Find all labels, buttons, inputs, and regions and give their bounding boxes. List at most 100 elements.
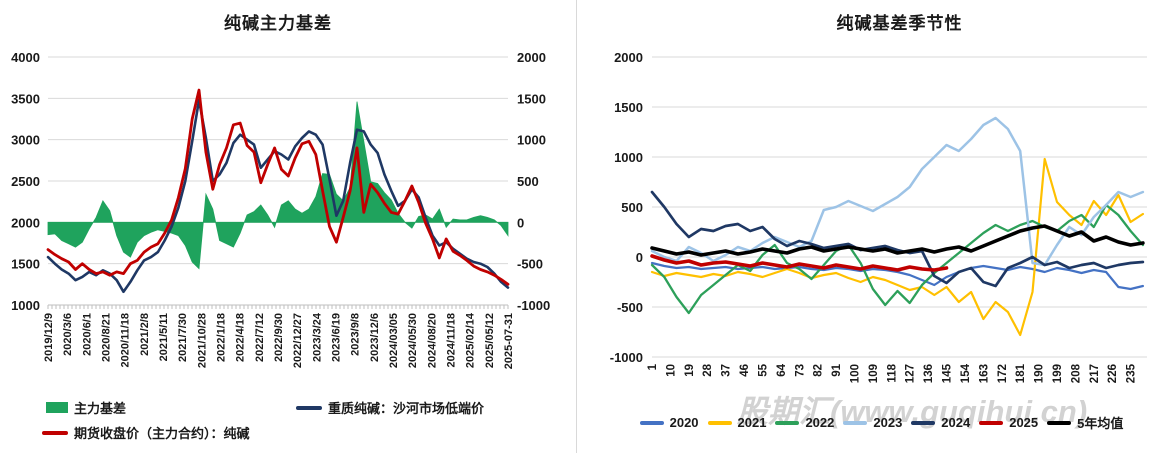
x-axis-tick-label: 2025-07-31 [503, 313, 515, 369]
chart-title-main-basis: 纯碱主力基差 [224, 14, 332, 33]
x-axis-tick-label: 2021/5/11 [158, 313, 170, 361]
x-axis-tick-label: 2022/12/27 [292, 313, 304, 368]
line-swatch-2025 [979, 420, 1004, 425]
series-line-2022 [650, 203, 1145, 315]
series-line-5年均值 [650, 224, 1145, 257]
x-axis-tick-label: 2020/3/6 [62, 313, 74, 356]
x-axis-tick-label: 190 [1034, 364, 1046, 383]
x-axis-tick-label: 2024/05/30 [407, 313, 419, 368]
x-axis-tick-label: 82 [813, 364, 825, 377]
x-axis-tick-label: 2023/3/24 [311, 312, 323, 362]
y-axis-tick-label: 1000 [517, 133, 546, 148]
series-line-2021 [650, 157, 1145, 337]
legend-label-basis: 主力基差 [74, 401, 127, 416]
x-axis-tick-label: 226 [1107, 364, 1119, 383]
x-axis-tick-label: 64 [776, 363, 788, 376]
x-axis-tick-label: 55 [757, 363, 769, 376]
gridlines [48, 56, 508, 306]
x-axis-tick-label: 136 [923, 364, 935, 383]
legend-item-2021: 2021 [707, 415, 767, 430]
line-swatch-2020 [639, 420, 664, 425]
legend-item-2023: 2023 [843, 415, 902, 430]
y-axis-tick-label: 4000 [11, 50, 40, 65]
legend-item-futures: 期货收盘价（主力合约）：纯碱 [42, 423, 250, 442]
x-axis-tick-label: 2021/2/8 [139, 313, 151, 356]
y-axis-tick-label: 1000 [11, 298, 40, 313]
y-axis-tick-label: 500 [517, 174, 539, 189]
x-axis-tick-label: 2022/1/18 [216, 313, 228, 362]
x-axis-tick-label: 2025/05/12 [484, 313, 496, 368]
x-axis-tick-label: 19 [684, 364, 696, 377]
futures-line-swatch [42, 430, 68, 435]
series-line-2025 [650, 254, 949, 272]
line-swatch-2022 [775, 420, 800, 425]
y-axis-tick-label: 2000 [517, 50, 546, 65]
chart-title-seasonality: 纯碱基差季节性 [836, 14, 963, 33]
y-axis-tick-label: 0 [636, 250, 643, 265]
main-basis-chart: 4000 3500 3000 2500 2000 1500 1000 2000 1500 1000… [11, 50, 550, 369]
y-axis-tick-label: -1000 [517, 298, 550, 313]
x-axis-tick-label: 2025/02/14 [465, 312, 477, 368]
series-line-2023 [650, 116, 1145, 267]
x-axis-tick-label: 181 [1015, 363, 1027, 383]
legend-item-spot: 重质纯碱：沙河市场低端价 [296, 398, 484, 417]
y-axis-tick-label: 3000 [11, 133, 40, 148]
legend-label-2021: 2021 [737, 415, 767, 430]
x-axis-tick-label: 2023/12/6 [369, 313, 381, 362]
x-axis-tick-label: 2022/7/12 [254, 313, 266, 362]
line-swatch-5yr-average [1047, 420, 1072, 425]
y-axis-tick-label: 2000 [614, 50, 643, 65]
basis-area [47, 101, 509, 270]
chart-panel-main-basis: 纯碱主力基差 4000 3500 3000 2500 2000 1500 1000 2000 1… [0, 0, 576, 453]
legend-item-2020: 2020 [639, 415, 699, 430]
x-axis-tick-label: 2023/6/19 [331, 313, 343, 362]
gridlines [652, 56, 1147, 358]
panel-divider [576, 0, 577, 453]
y-axis-tick-label: -500 [617, 300, 643, 315]
x-axis-tick-label: 2022/4/18 [235, 313, 247, 362]
chart-panel-seasonality: 纯碱基差季节性 2000 1500 1000 500 0 -500 -1000 1 10 19 28… [577, 0, 1158, 453]
x-axis-tick-label: 154 [960, 363, 972, 383]
seasonality-chart: 2000 1500 1000 500 0 -500 -1000 1 10 19 28 37 46 55 64… [610, 50, 1147, 383]
x-axis-tick-label: 1 [647, 363, 659, 370]
basis-bar-swatch [46, 402, 68, 413]
legend-label-2025: 2025 [1009, 415, 1039, 430]
x-axis-tick-label: 208 [1070, 363, 1082, 383]
line-swatch-2023 [843, 420, 868, 425]
line-swatch-2024 [911, 420, 936, 425]
x-axis-tick-label: 2021/7/30 [177, 313, 189, 362]
x-axis-tick-label: 235 [1126, 363, 1138, 383]
x-axis-tick-label: 199 [1052, 364, 1064, 383]
x-axis-tick-label: 109 [868, 364, 880, 383]
x-axis-tick-label: 46 [739, 364, 751, 377]
x-axis-tick-label: 2020/8/21 [101, 313, 113, 362]
x-axis-tick-label: 91 [831, 363, 843, 376]
y-axis-tick-label: -500 [517, 257, 543, 272]
x-axis-labels: 1 10 19 28 37 46 55 64 73 82 91 100 109 118 127 136 145 1… [647, 363, 1138, 383]
legend-item-2024: 2024 [911, 415, 970, 430]
x-axis-tick-label: 127 [905, 364, 917, 383]
legend-seasonality: 2020 2021 2022 2023 2024 2025 [607, 413, 1156, 432]
spot-line [46, 98, 510, 294]
legend-label-2022: 2022 [805, 415, 835, 430]
y-axis-left-labels: 4000 3500 3000 2500 2000 1500 1000 [11, 50, 40, 313]
y-axis-tick-label: 1500 [11, 257, 40, 272]
x-axis-tick-label: 2020/11/18 [120, 313, 132, 367]
x-axis-tick-label: 2024/08/20 [426, 313, 438, 368]
x-axis-tick-label: 163 [978, 364, 990, 383]
x-axis-tick-label: 37 [721, 364, 733, 377]
x-axis-tick-label: 2023/9/8 [350, 313, 362, 356]
y-axis-right-labels: 2000 1500 1000 500 0 -500 -1000 [517, 50, 550, 313]
legend-item-basis: 主力基差 [46, 398, 126, 417]
x-axis-tick-label: 145 [942, 363, 954, 383]
futures-line [46, 88, 510, 286]
y-axis-tick-label: 1500 [517, 91, 546, 106]
legend-item-2022: 2022 [775, 415, 834, 430]
legend-label-5yr-average: 5年均值 [1077, 416, 1124, 431]
x-axis-tick-label: 10 [665, 364, 677, 377]
x-axis-tick-label: 172 [997, 364, 1009, 383]
x-axis-tick-label: 2022/9/30 [273, 313, 285, 362]
y-axis-labels: 2000 1500 1000 500 0 -500 -1000 [610, 50, 643, 365]
y-axis-tick-label: 0 [517, 215, 524, 230]
x-axis-tick-label: 2021/10/28 [196, 313, 208, 368]
